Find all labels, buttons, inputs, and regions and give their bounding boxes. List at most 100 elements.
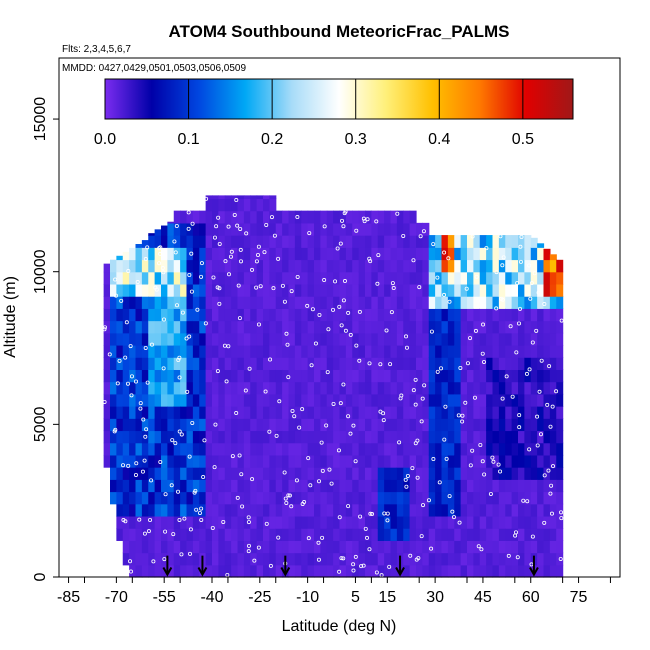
heatmap-cell	[441, 393, 449, 407]
heatmap-cell	[212, 308, 219, 322]
heatmap-cell	[250, 320, 258, 334]
heatmap-cell	[116, 344, 124, 358]
sample-point	[102, 327, 107, 332]
heatmap-cell	[518, 479, 525, 493]
sample-point	[151, 559, 156, 564]
heatmap-cell	[409, 271, 417, 285]
sample-point	[187, 551, 192, 556]
heatmap-cell	[314, 418, 321, 432]
heatmap-cell	[141, 418, 149, 432]
sample-point	[346, 414, 351, 419]
heatmap-cell	[384, 491, 392, 505]
heatmap-cell	[365, 442, 372, 456]
heatmap-cell	[447, 454, 455, 468]
heatmap-cell	[180, 442, 188, 456]
sample-point	[431, 457, 436, 462]
heatmap-cell	[231, 528, 239, 541]
heatmap-cell	[129, 552, 137, 566]
heatmap-cell	[435, 442, 443, 456]
dates-subtitle: MMDD: 0427,0429,0501,0503,0506,0509	[62, 63, 246, 74]
sample-point	[179, 432, 184, 437]
heatmap-cell	[275, 418, 283, 432]
heatmap-cell	[390, 454, 398, 468]
heatmap-cell	[549, 564, 557, 578]
heatmap-cell	[518, 406, 525, 419]
heatmap-cell	[518, 503, 525, 517]
heatmap-cell	[518, 296, 525, 309]
heatmap-cell	[263, 540, 270, 554]
heatmap-cell	[326, 369, 334, 383]
heatmap-cell	[447, 540, 455, 554]
heatmap-cell	[416, 381, 423, 395]
heatmap-cell	[135, 247, 143, 261]
heatmap-cell	[454, 430, 462, 444]
heatmap-cell	[314, 210, 321, 224]
heatmap-cell	[384, 210, 392, 224]
heatmap-cell	[518, 515, 525, 529]
heatmap-cell	[212, 430, 219, 444]
heatmap-cell	[435, 320, 443, 334]
heatmap-cell	[301, 540, 309, 554]
heatmap-cell	[269, 271, 277, 285]
heatmap-cell	[416, 454, 423, 468]
heatmap-cell	[141, 467, 149, 480]
heatmap-cell	[180, 528, 188, 541]
heatmap-cell	[530, 357, 538, 370]
heatmap-cell	[161, 540, 168, 554]
heatmap-cell	[396, 381, 404, 395]
heatmap-cell	[224, 308, 232, 322]
heatmap-cell	[403, 308, 411, 322]
heatmap-cell	[537, 540, 545, 554]
heatmap-cell	[447, 418, 455, 432]
heatmap-cell	[237, 454, 245, 468]
heatmap-cell	[441, 491, 449, 505]
sample-point	[494, 270, 499, 275]
heatmap-cell	[269, 259, 277, 273]
heatmap-cell	[192, 393, 200, 407]
heatmap-cell	[129, 283, 137, 297]
heatmap-cell	[173, 235, 181, 248]
heatmap-cell	[263, 442, 270, 456]
sample-point	[363, 526, 368, 531]
heatmap-cell	[441, 442, 449, 456]
heatmap-cell	[492, 296, 500, 309]
heatmap-cell	[192, 381, 200, 395]
heatmap-cell	[224, 393, 232, 407]
heatmap-cell	[307, 247, 315, 261]
heatmap-cell	[103, 263, 111, 273]
sample-point	[115, 381, 120, 386]
sample-point	[306, 456, 311, 461]
heatmap-cell	[161, 430, 168, 444]
heatmap-cell	[371, 479, 379, 493]
heatmap-cell	[282, 247, 290, 261]
heatmap-cell	[288, 235, 296, 248]
heatmap-cell	[307, 283, 315, 297]
sample-point	[308, 483, 313, 488]
sample-point	[269, 215, 274, 220]
heatmap-cell	[135, 503, 143, 517]
heatmap-cell	[180, 564, 188, 578]
heatmap-cell	[403, 344, 411, 358]
heatmap-cell	[345, 418, 353, 432]
sample-point	[189, 251, 194, 256]
heatmap-cell	[122, 332, 130, 346]
heatmap-cell	[320, 418, 328, 432]
heatmap-cell	[256, 467, 264, 480]
heatmap-cell	[224, 283, 232, 297]
heatmap-cell	[473, 515, 481, 529]
heatmap-cell	[275, 308, 283, 322]
heatmap-cell	[288, 369, 296, 383]
heatmap-cell	[333, 344, 341, 358]
heatmap-cell	[282, 381, 290, 395]
sample-point	[456, 413, 461, 418]
heatmap-cell	[301, 393, 309, 407]
heatmap-cell	[154, 418, 162, 432]
heatmap-cell	[454, 271, 462, 285]
colorbar-tick-label: 0.3	[345, 131, 367, 148]
heatmap-cell	[231, 283, 239, 297]
heatmap-cell	[110, 283, 117, 297]
heatmap-cell	[231, 235, 239, 248]
heatmap-cell	[498, 247, 506, 261]
heatmap-cell	[467, 381, 474, 395]
heatmap-cell	[422, 442, 430, 456]
